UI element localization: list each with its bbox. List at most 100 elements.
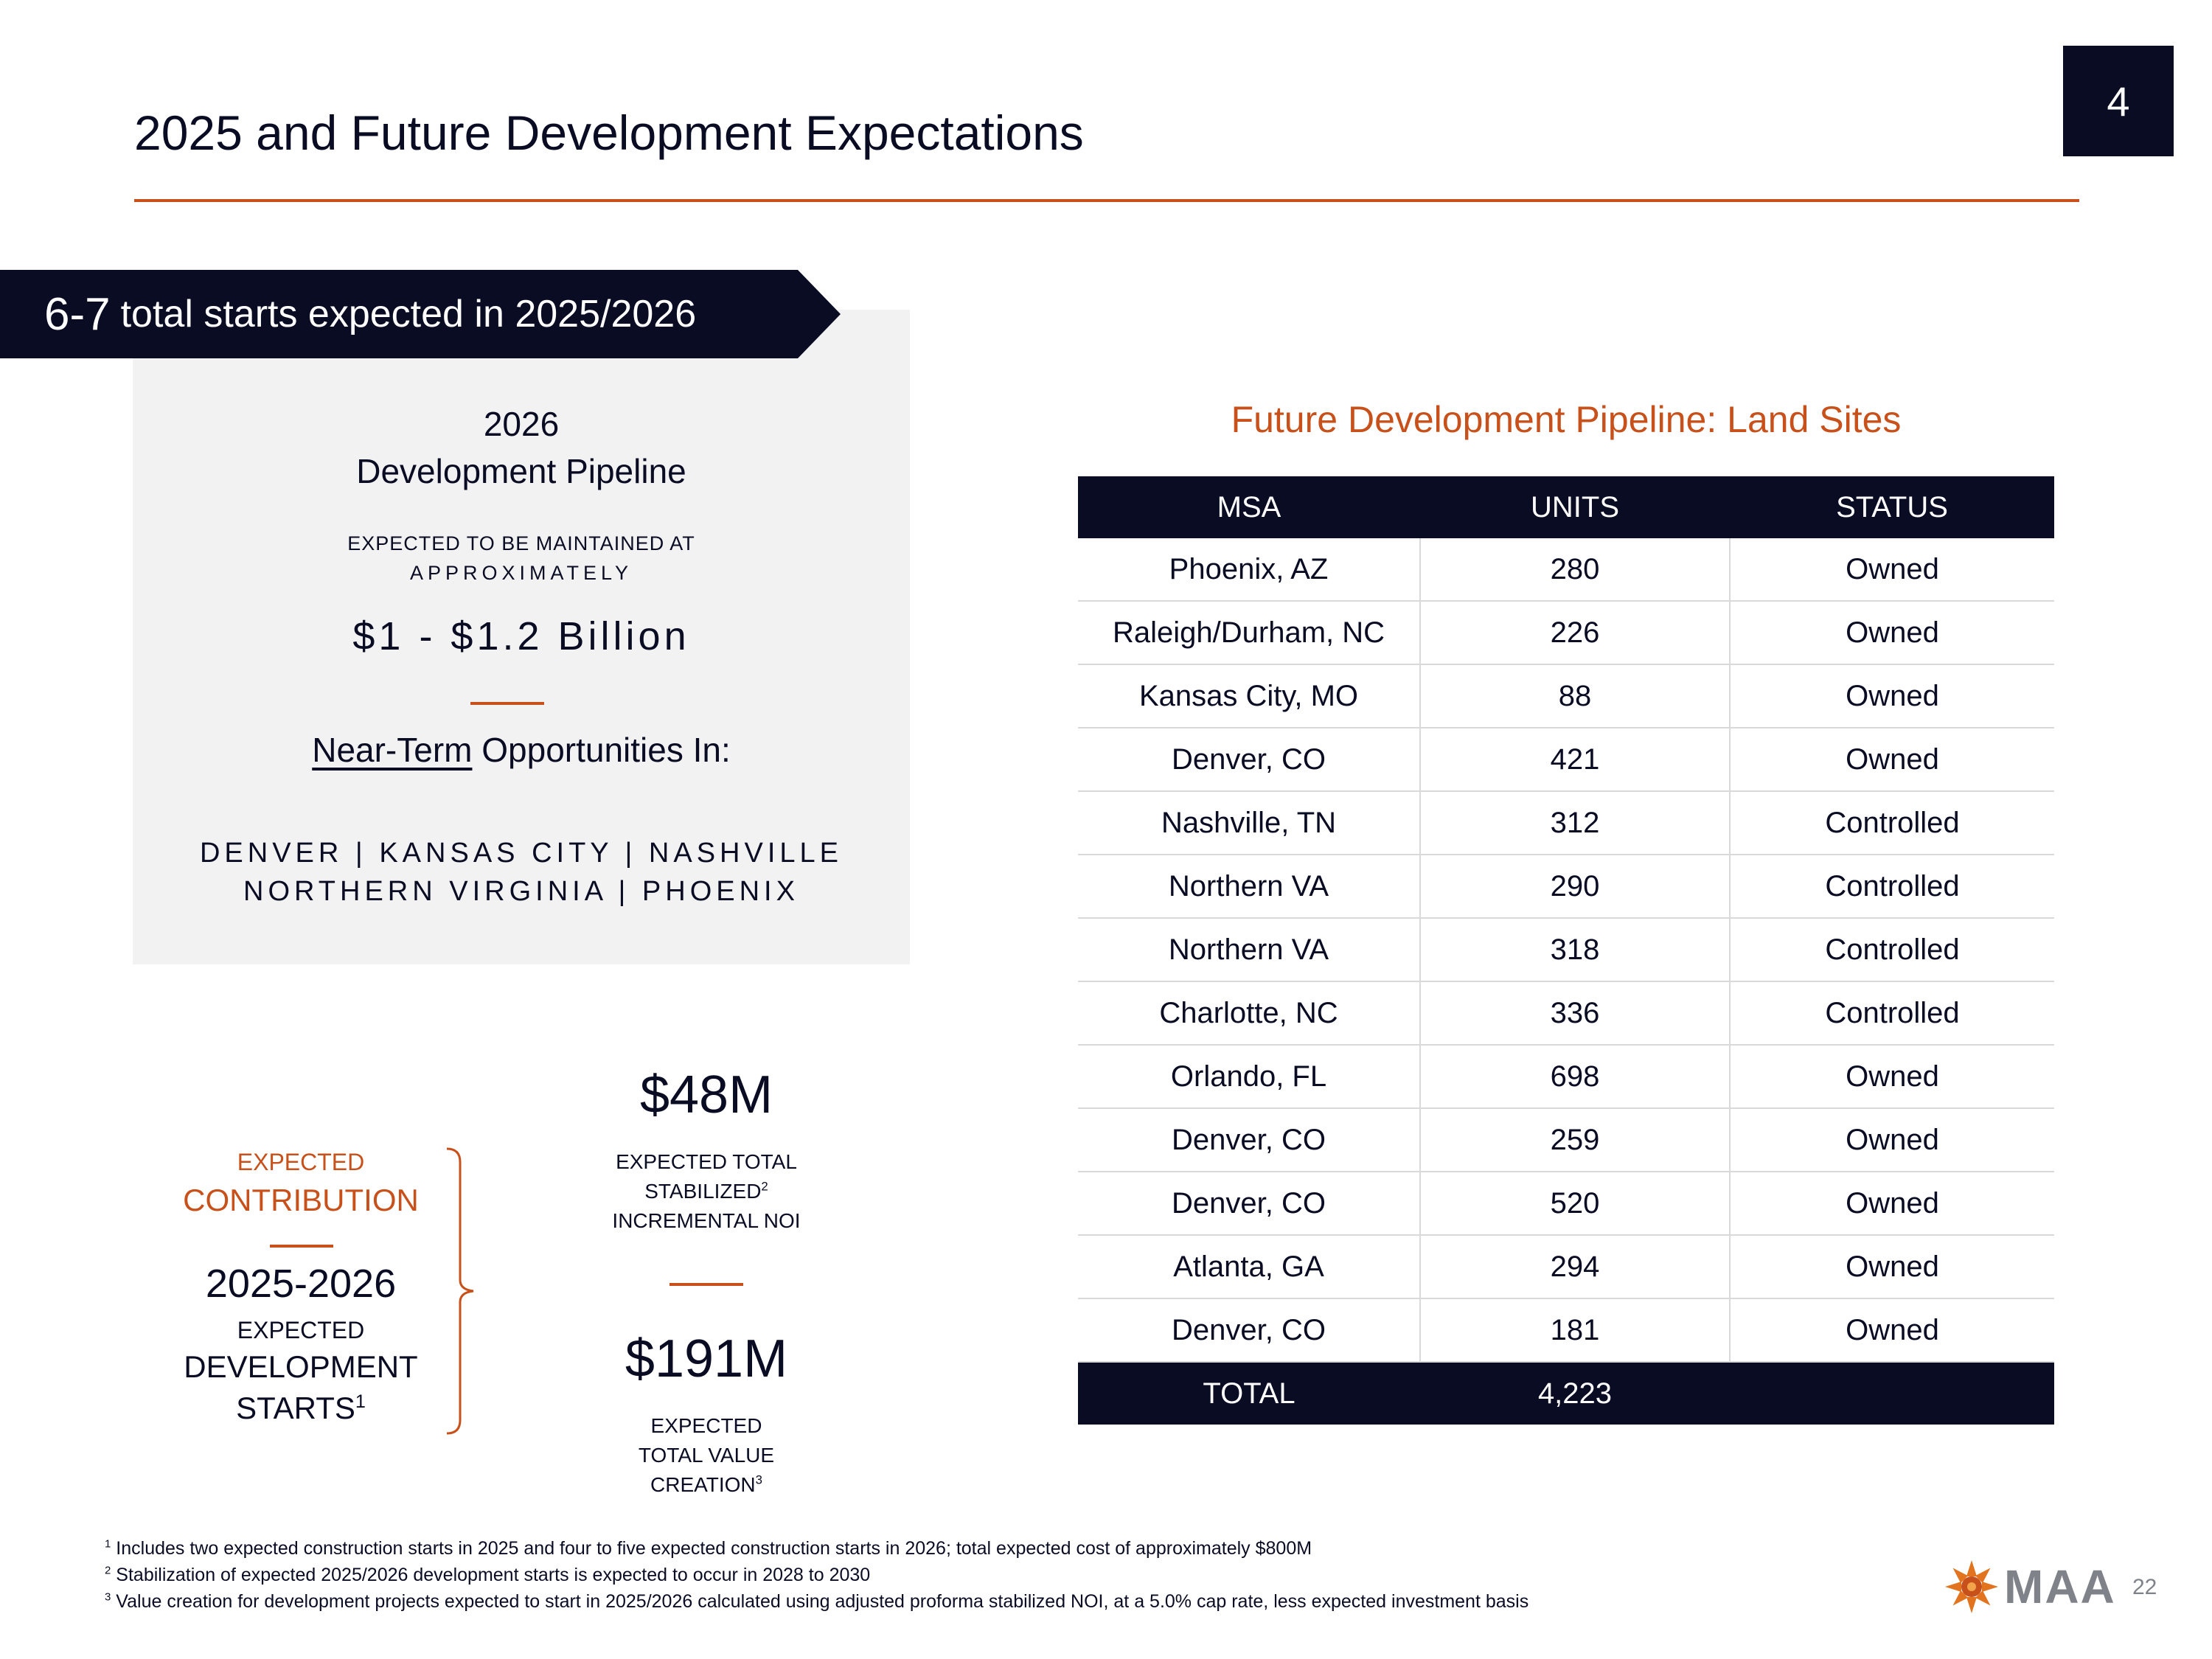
banner-label: total starts expected in 2025/2026 — [120, 293, 697, 335]
noi-line1: EXPECTED TOTAL — [616, 1150, 797, 1173]
cell-msa: Kansas City, MO — [1078, 664, 1420, 728]
table-header-row: MSA UNITS STATUS — [1078, 476, 2054, 538]
logo-text: MAA — [2004, 1560, 2116, 1613]
table-row: Northern VA 290 Controlled — [1078, 855, 2054, 919]
cell-units: 280 — [1419, 538, 1730, 602]
starts-label-line: STARTS1 — [153, 1388, 448, 1429]
cell-msa: Denver, CO — [1078, 1172, 1420, 1236]
banner-number: 6-7 — [44, 288, 111, 340]
table-row: Nashville, TN 312 Controlled — [1078, 791, 2054, 855]
cities-line1: DENVER | KANSAS CITY | NASHVILLE — [199, 838, 844, 869]
table-row: Denver, CO 259 Owned — [1078, 1108, 2054, 1172]
total-status-empty — [1730, 1362, 2054, 1425]
table-row: Denver, CO 181 Owned — [1078, 1298, 2054, 1363]
value-footnote-mark: 3 — [755, 1472, 762, 1487]
cell-units: 294 — [1419, 1235, 1730, 1299]
noi-line2: STABILIZED — [644, 1180, 762, 1203]
cell-status: Owned — [1729, 1235, 2054, 1299]
cell-status: Owned — [1729, 538, 2054, 602]
near-term-rest: Opportunities In: — [481, 731, 731, 769]
total-label: TOTAL — [1078, 1362, 1420, 1425]
cell-units: 698 — [1419, 1045, 1730, 1109]
cell-msa: Denver, CO — [1078, 1108, 1420, 1172]
page-number: 22 — [2132, 1575, 2157, 1599]
land-sites-title: Future Development Pipeline: Land Sites — [1231, 399, 1902, 440]
cell-msa: Phoenix, AZ — [1078, 538, 1420, 602]
cell-msa: Denver, CO — [1078, 728, 1420, 792]
footnote-mark: 3 — [105, 1590, 111, 1604]
cell-status: Controlled — [1729, 981, 2054, 1046]
starts-label: STARTS — [236, 1391, 355, 1425]
value-line3: CREATION — [650, 1473, 756, 1496]
footnote-2: 2 Stabilization of expected 2025/2026 de… — [105, 1562, 1528, 1588]
pipeline-divider — [470, 702, 544, 705]
development-label: DEVELOPMENT — [184, 1349, 418, 1384]
pipeline-subtitle-line1: EXPECTED TO BE MAINTAINED AT — [347, 532, 695, 554]
cell-units: 336 — [1419, 981, 1730, 1046]
page-title: 2025 and Future Development Expectations — [134, 105, 1084, 160]
cell-status: Owned — [1729, 1108, 2054, 1172]
cell-units: 312 — [1419, 791, 1730, 855]
cities-line2: NORTHERN VIRGINIA | PHOENIX — [243, 876, 799, 907]
total-units: 4,223 — [1420, 1362, 1730, 1425]
metrics-divider — [669, 1283, 743, 1286]
table-row: Denver, CO 520 Owned — [1078, 1172, 2054, 1236]
contribution-expected2: EXPECTED — [237, 1317, 365, 1343]
cell-msa: Northern VA — [1078, 918, 1420, 982]
table-row: Orlando, FL 698 Owned — [1078, 1045, 2054, 1109]
land-sites-table: MSA UNITS STATUS Phoenix, AZ 280 Owned Ral… — [1078, 476, 2054, 1425]
cell-units: 520 — [1419, 1172, 1730, 1236]
pipeline-title: Development Pipeline — [356, 452, 686, 490]
starts-banner: 6-7 total starts expected in 2025/2026 — [0, 270, 841, 358]
cell-msa: Orlando, FL — [1078, 1045, 1420, 1109]
cell-msa: Denver, CO — [1078, 1298, 1420, 1363]
cell-status: Owned — [1729, 728, 2054, 792]
footnote-text: Stabilization of expected 2025/2026 deve… — [116, 1565, 871, 1585]
noi-line3: INCREMENTAL NOI — [612, 1209, 801, 1232]
column-header-status: STATUS — [1730, 476, 2054, 538]
footnote-3: 3 Value creation for development project… — [105, 1588, 1528, 1615]
banner-arrow-shape — [0, 270, 841, 358]
pipeline-panel: 2026 Development Pipeline EXPECTED TO BE… — [133, 310, 910, 964]
table-total-row: TOTAL 4,223 — [1078, 1362, 2054, 1425]
value-line1: EXPECTED — [650, 1414, 762, 1437]
contribution-years: 2025-2026 — [205, 1262, 397, 1306]
cell-msa: Atlanta, GA — [1078, 1235, 1420, 1299]
cell-units: 181 — [1419, 1298, 1730, 1363]
footnote-1: 1 Includes two expected construction sta… — [105, 1535, 1528, 1562]
contribution-expected-label: EXPECTED — [237, 1149, 365, 1175]
noi-footnote-mark: 2 — [761, 1179, 768, 1194]
footnote-text: Value creation for development projects … — [116, 1591, 1529, 1612]
cell-status: Controlled — [1729, 855, 2054, 919]
value-line3-wrap: CREATION3 — [559, 1470, 854, 1500]
noi-value: $48M — [639, 1065, 773, 1124]
column-header-msa: MSA — [1078, 476, 1420, 538]
table-row: Phoenix, AZ 280 Owned — [1078, 538, 2054, 602]
cell-units: 88 — [1419, 664, 1730, 728]
contribution-label: CONTRIBUTION — [183, 1183, 419, 1217]
cell-msa: Northern VA — [1078, 855, 1420, 919]
cell-status: Owned — [1729, 1172, 2054, 1236]
bracket-icon — [446, 1147, 474, 1435]
table-row: Northern VA 318 Controlled — [1078, 918, 2054, 982]
cell-status: Owned — [1729, 1045, 2054, 1109]
table-row: Denver, CO 421 Owned — [1078, 728, 2054, 792]
table-row: Charlotte, NC 336 Controlled — [1078, 981, 2054, 1046]
cell-units: 290 — [1419, 855, 1730, 919]
cell-units: 318 — [1419, 918, 1730, 982]
pipeline-subtitle-line2: APPROXIMATELY — [409, 562, 633, 584]
title-divider — [134, 199, 2079, 202]
cell-msa: Nashville, TN — [1078, 791, 1420, 855]
cell-status: Controlled — [1729, 791, 2054, 855]
cell-status: Owned — [1729, 664, 2054, 728]
cell-units: 259 — [1419, 1108, 1730, 1172]
value-creation-value: $191M — [625, 1329, 788, 1388]
section-number-badge: 4 — [2063, 46, 2174, 156]
cell-units: 226 — [1419, 601, 1730, 665]
table-row: Raleigh/Durham, NC 226 Owned — [1078, 601, 2054, 665]
footnote-mark: 2 — [105, 1564, 111, 1577]
cell-status: Owned — [1729, 1298, 2054, 1363]
cell-units: 421 — [1419, 728, 1730, 792]
cell-status: Owned — [1729, 601, 2054, 665]
near-term-heading: Near-Term Opportunities In: — [133, 730, 910, 770]
